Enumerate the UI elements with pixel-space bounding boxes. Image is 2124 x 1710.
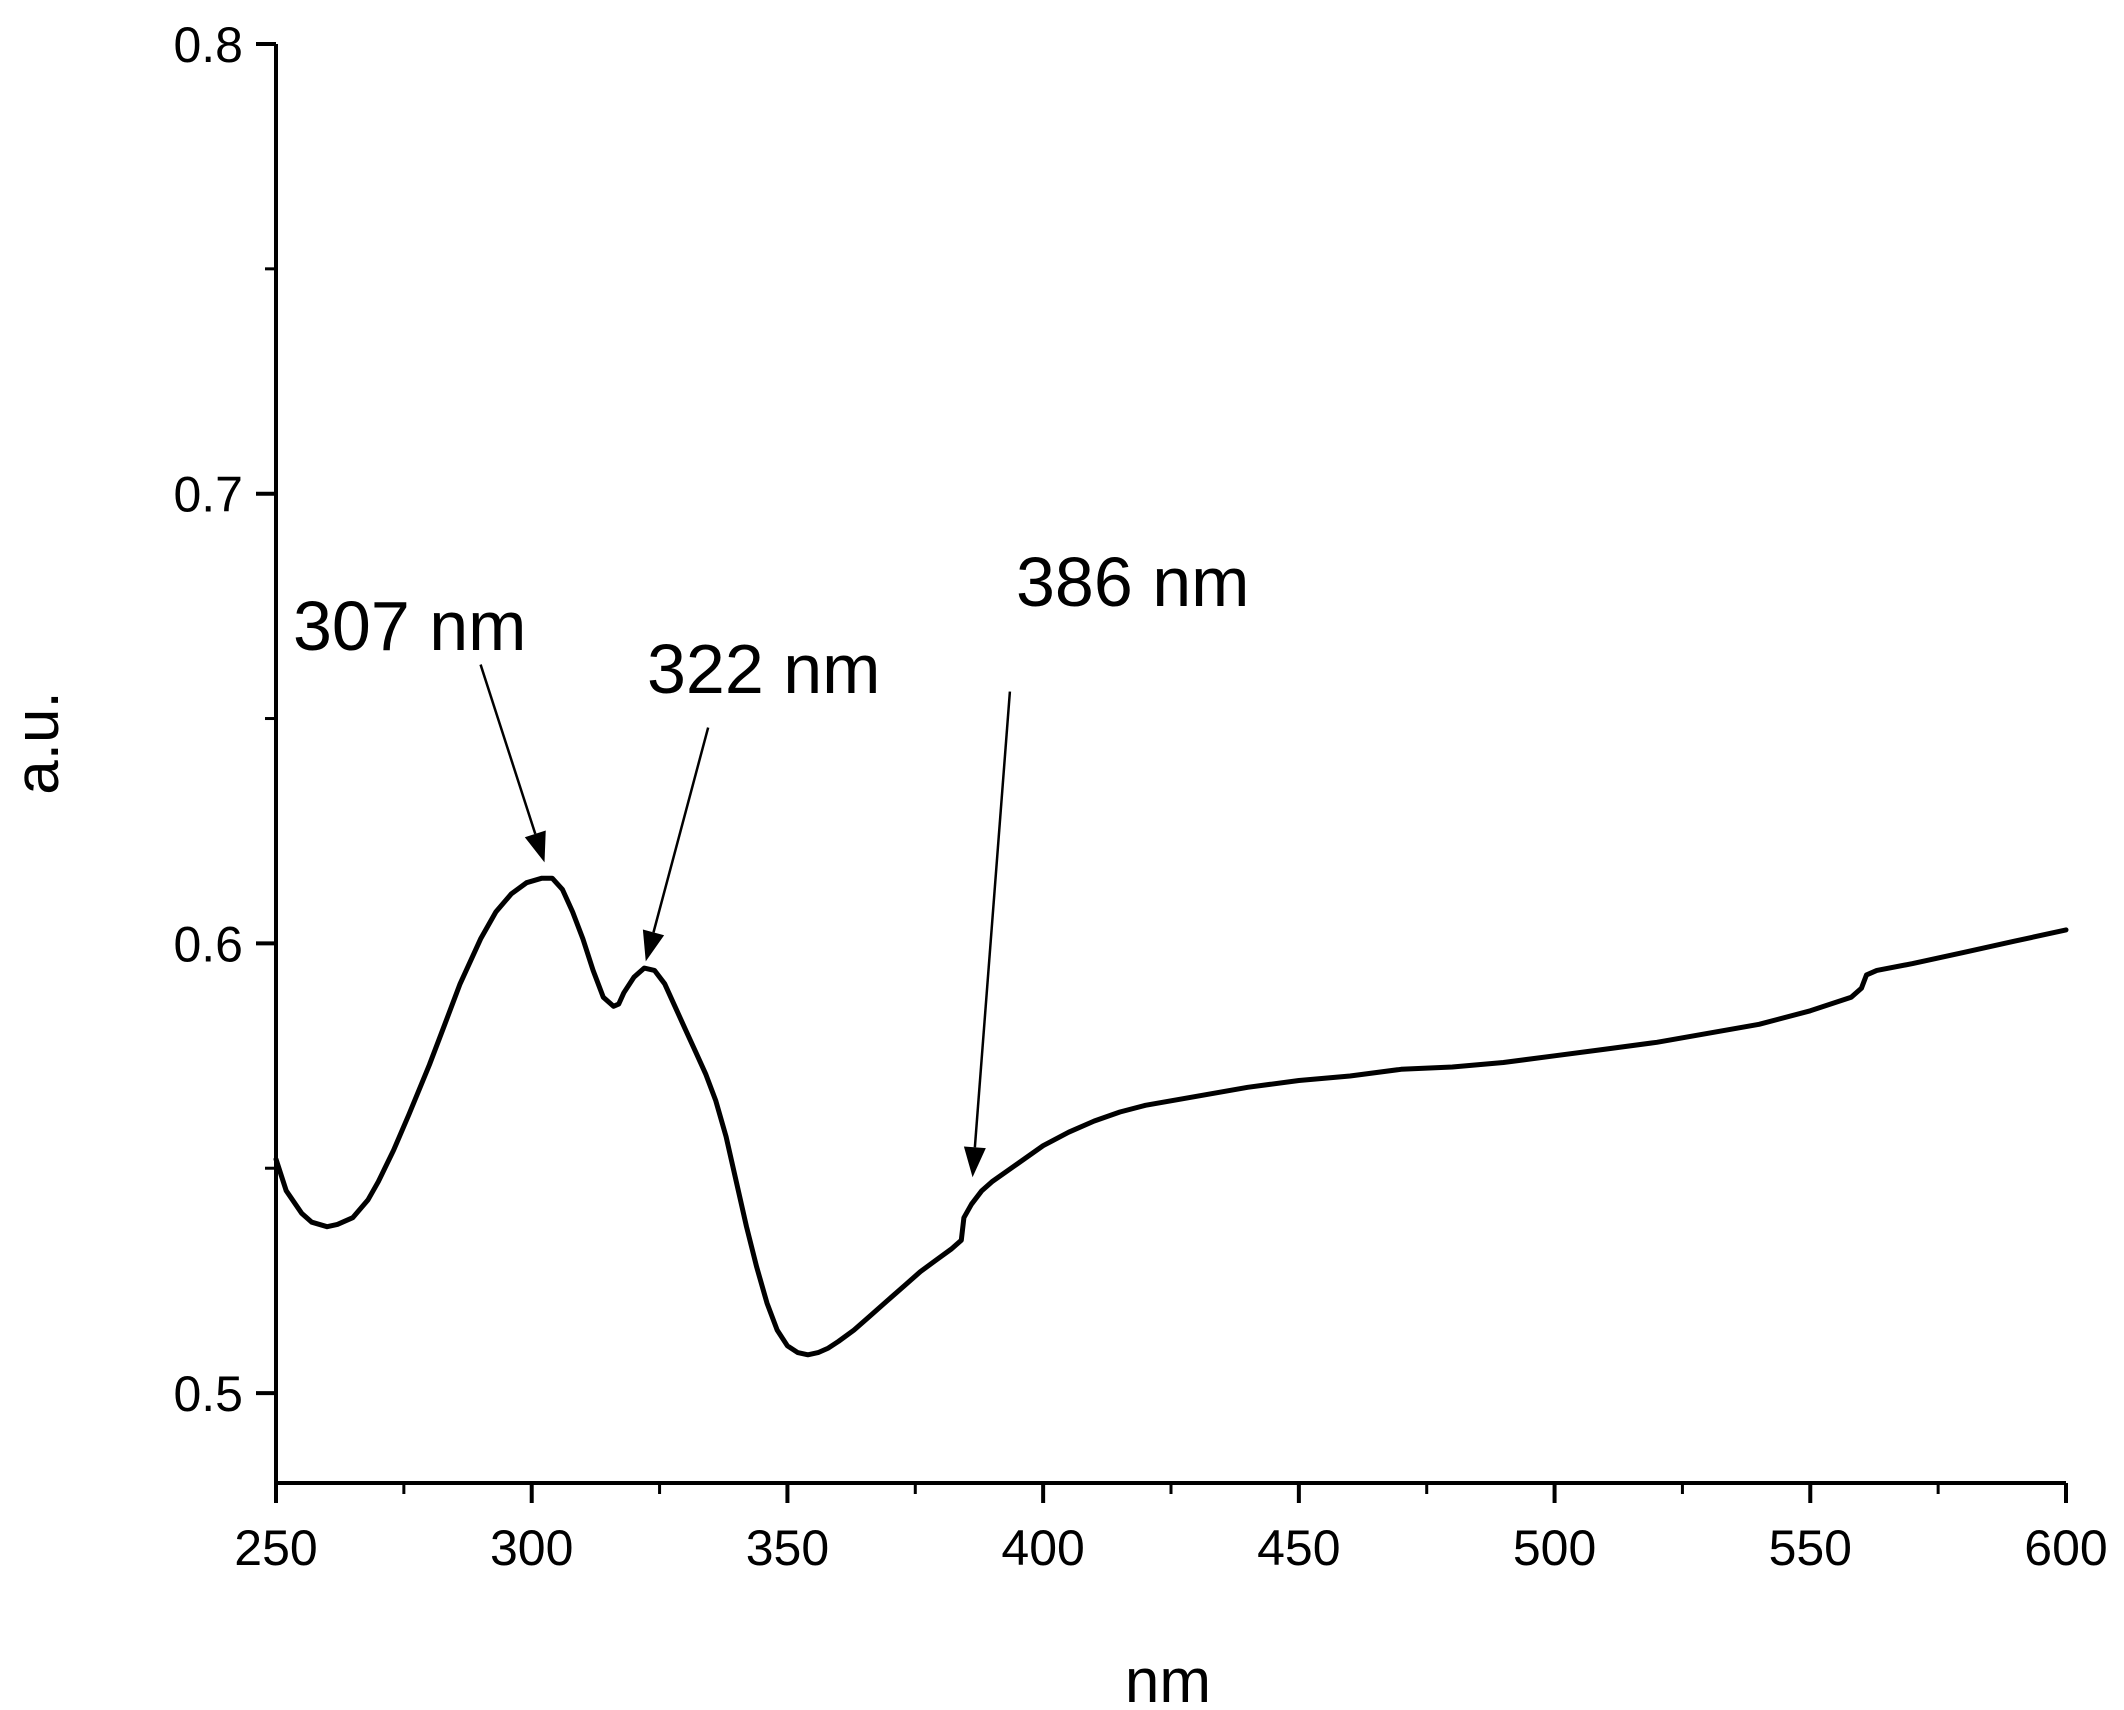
y-axis-title: a.u. bbox=[3, 691, 72, 794]
x-tick-label: 500 bbox=[1513, 1520, 1596, 1576]
y-tick-label: 0.7 bbox=[173, 467, 243, 523]
x-tick-label: 450 bbox=[1257, 1520, 1340, 1576]
x-tick-label: 300 bbox=[490, 1520, 573, 1576]
annotation-arrow-head bbox=[642, 929, 665, 962]
x-axis-ticks: 250 300 350 400 450 500 550 600 bbox=[234, 1483, 2108, 1576]
x-axis-title: nm bbox=[1125, 1647, 1211, 1710]
annotation-arrow-shaft bbox=[479, 664, 537, 835]
x-tick-label: 600 bbox=[2024, 1520, 2107, 1576]
annotation-arrow-shaft bbox=[652, 727, 710, 933]
annotation-arrow-head bbox=[963, 1146, 986, 1178]
y-tick-label: 0.8 bbox=[173, 17, 243, 73]
y-tick-label: 0.5 bbox=[173, 1366, 243, 1422]
x-tick-label: 350 bbox=[746, 1520, 829, 1576]
y-tick-label: 0.6 bbox=[173, 916, 243, 972]
x-tick-label: 400 bbox=[1001, 1520, 1084, 1576]
spectrum-line bbox=[273, 875, 2069, 1358]
peak-annotation-label: 386 nm bbox=[1016, 543, 1249, 621]
x-tick-label: 550 bbox=[1769, 1520, 1852, 1576]
peak-annotation-label: 307 nm bbox=[293, 587, 526, 665]
annotation-arrow-shaft bbox=[973, 691, 1012, 1148]
chart-axes bbox=[274, 44, 2066, 1485]
y-axis-ticks: 0.5 0.6 0.7 0.8 bbox=[173, 17, 276, 1422]
peak-annotations: 307 nm 322 nm 386 nm bbox=[293, 543, 1249, 1178]
peak-annotation-label: 322 nm bbox=[647, 630, 880, 708]
x-tick-label: 250 bbox=[234, 1520, 317, 1576]
annotation-arrow-head bbox=[524, 830, 546, 863]
